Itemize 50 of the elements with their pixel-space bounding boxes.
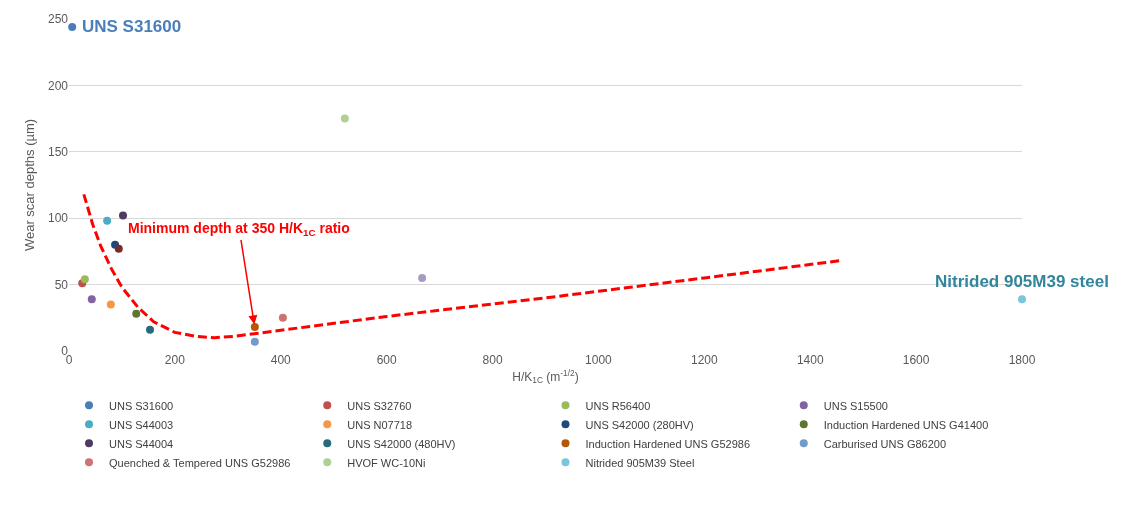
legend-label: Nitrided 905M39 Steel — [585, 456, 695, 469]
point — [103, 216, 112, 225]
legend-label: Induction Hardened UNS G41400 — [823, 418, 989, 431]
y-axis-title: Wear scar depths (µm) — [21, 118, 37, 252]
point — [119, 211, 127, 220]
point — [250, 323, 259, 332]
x-tick-label: 800 — [482, 353, 503, 367]
x-tick-label: 400 — [270, 353, 292, 367]
legend-label: Induction Hardened UNS G52986 — [585, 437, 750, 450]
point — [132, 309, 141, 318]
legend-label: Quenched & Tempered UNS G52986 — [109, 456, 291, 469]
point — [68, 22, 77, 31]
y-tick-label: 250 — [47, 12, 69, 27]
x-tick-label: 600 — [376, 353, 397, 367]
annotation: Minimum depth at 350 H/K$_{1C}$ ratio — [128, 220, 350, 238]
legend-label: UNS N07718 — [347, 418, 413, 431]
y-tick-label: 100 — [47, 211, 69, 226]
legend-label: UNS S44004 — [109, 437, 174, 450]
legend-label: Carburised UNS G86200 — [823, 437, 947, 450]
x-tick-label: 1200 — [690, 353, 718, 367]
annotation: UNS S31600 — [82, 17, 182, 36]
y-tick-label: 50 — [54, 277, 69, 292]
point — [250, 337, 259, 346]
x-tick-label: 200 — [164, 353, 186, 367]
legend-label: UNS S15500 — [823, 399, 888, 412]
annotation: Nitrided 905M39 steel — [935, 272, 1109, 291]
point — [146, 325, 155, 334]
point — [278, 313, 287, 322]
legend-label: UNS R56400 — [585, 399, 651, 412]
legend-label: UNS S31600 — [109, 399, 174, 412]
y-tick-label: 200 — [47, 78, 69, 93]
y-tick-label: 150 — [47, 145, 69, 159]
line-series — [82, 192, 842, 340]
x-tick-label: 1600 — [902, 353, 930, 367]
x-axis-title: H/K$_{1C}$ (m$^{-1/2}$) — [512, 367, 579, 386]
point — [1018, 295, 1026, 304]
point — [87, 295, 96, 304]
point — [80, 275, 89, 284]
x-tick-label: 1000 — [585, 353, 613, 367]
legend-label: UNS S32760 — [347, 399, 412, 412]
legend-label: UNS S44003 — [109, 418, 174, 431]
legend-label: HVOF WC-10Ni — [347, 456, 426, 469]
point — [340, 114, 349, 123]
legend-label: UNS S42000 (280HV) — [585, 418, 694, 431]
point — [106, 300, 115, 309]
x-tick-label: 1400 — [796, 353, 824, 367]
x-tick-label: 1800 — [1008, 353, 1036, 367]
point — [418, 273, 427, 282]
point — [114, 244, 123, 253]
legend-label: UNS S42000 (480HV) — [347, 437, 456, 450]
